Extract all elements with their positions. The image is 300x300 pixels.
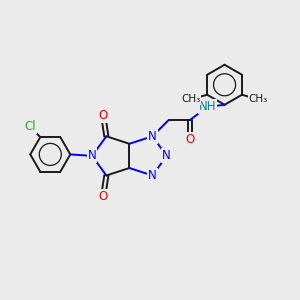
Text: N: N bbox=[88, 149, 97, 162]
Text: CH₃: CH₃ bbox=[182, 94, 201, 104]
Text: N: N bbox=[162, 149, 171, 162]
Text: CH₃: CH₃ bbox=[248, 94, 268, 104]
Text: O: O bbox=[99, 190, 108, 203]
Text: N: N bbox=[148, 130, 157, 143]
Text: Cl: Cl bbox=[24, 120, 36, 133]
Text: O: O bbox=[185, 133, 194, 146]
Text: N: N bbox=[148, 169, 157, 182]
Text: NH: NH bbox=[199, 100, 216, 113]
Text: O: O bbox=[99, 109, 108, 122]
